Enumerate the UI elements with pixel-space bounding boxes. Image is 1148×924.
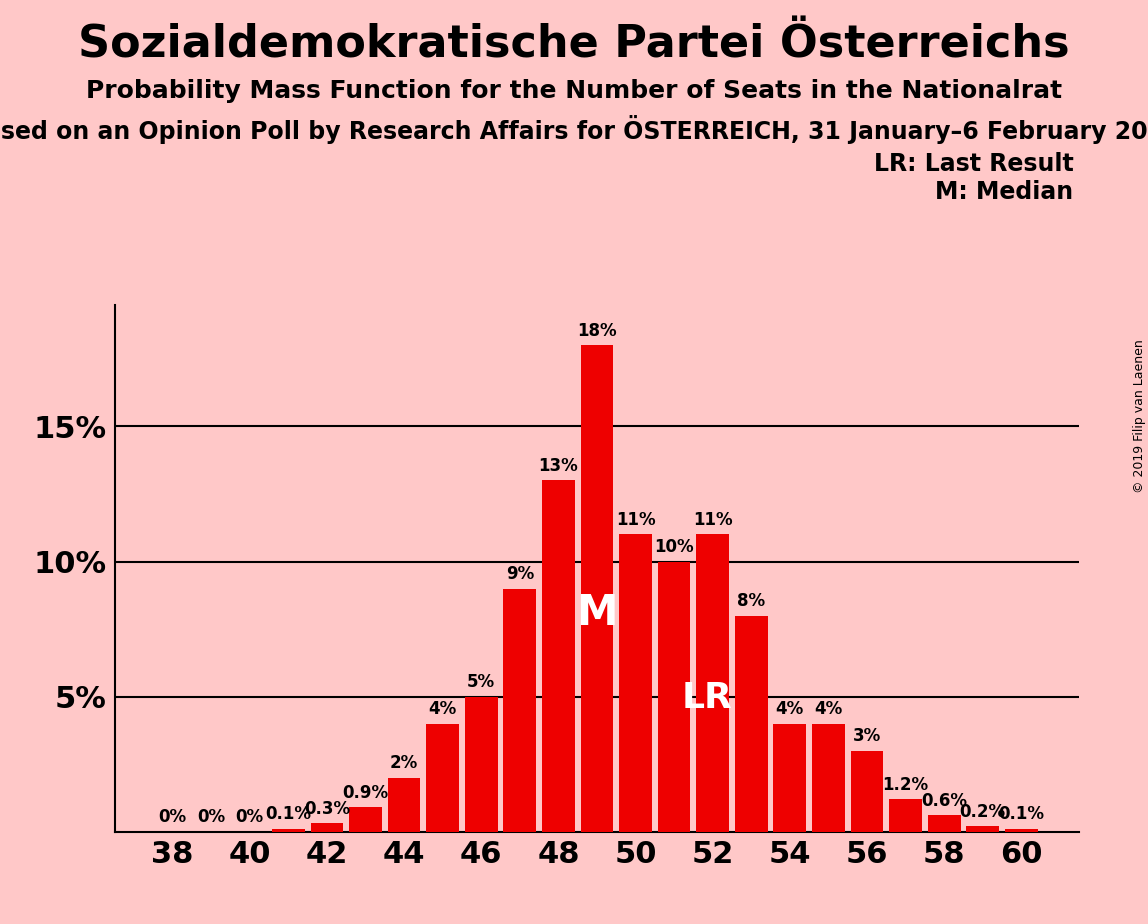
Text: 5%: 5% (467, 674, 495, 691)
Text: 9%: 9% (505, 565, 534, 583)
Bar (619, 534, 652, 832)
Text: 8%: 8% (737, 592, 766, 610)
Bar (542, 480, 575, 832)
Text: 0.3%: 0.3% (304, 800, 350, 818)
Bar (272, 829, 304, 832)
Bar (658, 562, 690, 832)
Bar (890, 799, 922, 832)
Text: 0.1%: 0.1% (265, 806, 311, 823)
Text: 10%: 10% (654, 538, 693, 556)
Text: 4%: 4% (776, 700, 804, 718)
Text: 0.9%: 0.9% (342, 784, 388, 802)
Text: 0%: 0% (158, 808, 187, 826)
Text: LR: LR (682, 681, 732, 715)
Text: 4%: 4% (814, 700, 843, 718)
Bar (581, 346, 613, 832)
Bar (851, 750, 883, 832)
Bar (465, 697, 497, 832)
Bar (1004, 829, 1038, 832)
Text: 18%: 18% (577, 322, 616, 340)
Text: © 2019 Filip van Laenen: © 2019 Filip van Laenen (1133, 339, 1147, 492)
Text: Based on an Opinion Poll by Research Affairs for ÖSTERREICH, 31 January–6 Februa: Based on an Opinion Poll by Research Aff… (0, 116, 1148, 144)
Bar (774, 723, 806, 832)
Text: Probability Mass Function for the Number of Seats in the Nationalrat: Probability Mass Function for the Number… (86, 79, 1062, 103)
Bar (928, 815, 961, 832)
Text: 0.2%: 0.2% (960, 803, 1006, 821)
Bar (735, 615, 768, 832)
Text: 11%: 11% (615, 511, 656, 529)
Bar (504, 589, 536, 832)
Text: 11%: 11% (693, 511, 732, 529)
Bar (388, 778, 420, 832)
Text: LR: Last Result: LR: Last Result (874, 152, 1073, 176)
Bar (349, 808, 382, 832)
Bar (967, 826, 999, 832)
Bar (812, 723, 845, 832)
Text: 0%: 0% (235, 808, 264, 826)
Bar (311, 823, 343, 832)
Text: M: Median: M: Median (936, 180, 1073, 204)
Text: 2%: 2% (390, 754, 418, 772)
Text: 13%: 13% (538, 457, 579, 475)
Text: 0.6%: 0.6% (921, 792, 967, 810)
Bar (697, 534, 729, 832)
Text: 3%: 3% (853, 727, 882, 745)
Text: 4%: 4% (428, 700, 457, 718)
Text: 1.2%: 1.2% (883, 776, 929, 794)
Text: M: M (576, 592, 618, 634)
Bar (426, 723, 459, 832)
Text: 0%: 0% (197, 808, 225, 826)
Text: 0.1%: 0.1% (999, 806, 1045, 823)
Text: Sozialdemokratische Partei Österreichs: Sozialdemokratische Partei Österreichs (78, 23, 1070, 67)
